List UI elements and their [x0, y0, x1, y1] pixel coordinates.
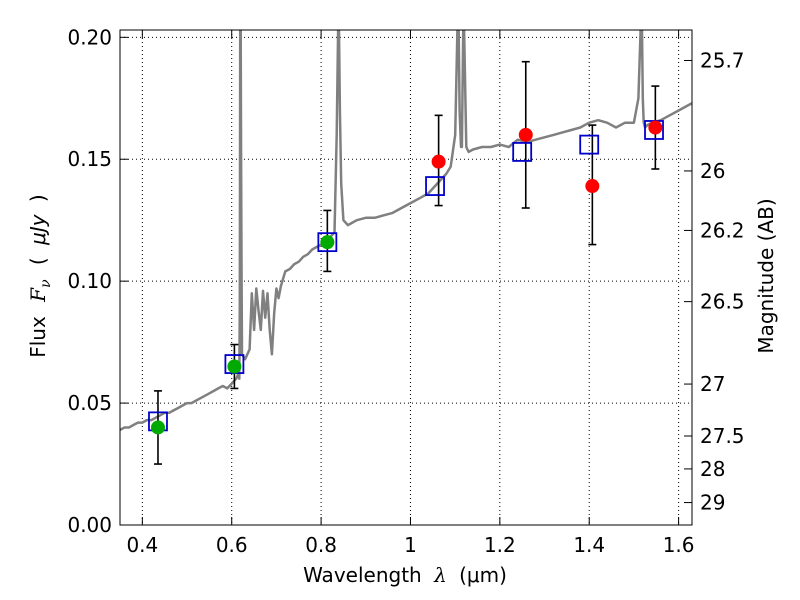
- y2-axis-label: Magnitude (AB): [754, 198, 778, 353]
- green-data-point: [150, 420, 165, 435]
- points-layer: [148, 60, 664, 465]
- x-tick-label: 1.6: [663, 533, 695, 557]
- x-tick-label: 1: [404, 533, 417, 557]
- x-tick-label: 0.6: [216, 533, 248, 557]
- y2-tick-label: 26.2: [700, 218, 745, 242]
- x-tick-label: 0.8: [305, 533, 337, 557]
- y2-tick-label: 26.5: [700, 290, 745, 314]
- y2-tick-label: 29: [700, 491, 725, 515]
- green-data-point: [320, 235, 335, 250]
- model-box-marker: [579, 134, 600, 155]
- x-tick-label: 1.4: [573, 533, 605, 557]
- y2-tick-label: 27.5: [700, 424, 745, 448]
- y2-tick-label: 26: [700, 159, 725, 183]
- model-box-marker: [317, 232, 338, 253]
- y-tick-label: 0.15: [67, 147, 112, 171]
- x-tick-label: 0.4: [126, 533, 158, 557]
- y2-tick-label: 25.7: [700, 48, 745, 72]
- y-tick-label: 0.00: [67, 513, 112, 537]
- spectrum-layer: [120, 30, 692, 432]
- y2-tick-label: 28: [700, 457, 725, 481]
- model-box-marker: [512, 142, 533, 162]
- red-data-point: [585, 179, 600, 194]
- model-box-marker: [425, 176, 445, 196]
- plot-frame: [119, 29, 693, 526]
- y-tick-label: 0.20: [67, 25, 112, 49]
- green-data-point: [227, 359, 242, 374]
- grid-lines: [120, 30, 692, 526]
- red-data-point: [518, 127, 533, 142]
- red-data-point: [431, 154, 446, 169]
- y-tick-label: 0.05: [67, 391, 112, 415]
- red-data-point: [648, 120, 663, 135]
- y-axis-label: Flux Fν ( μJy ): [26, 194, 55, 358]
- x-tick-label: 1.2: [484, 533, 516, 557]
- axis-ticks: 0.4 0.6 0.8 1 1.2 1.4 1.6 0.00 0.05 0.10 0.15 0.20 2…: [67, 25, 744, 557]
- y-tick-label: 0.10: [67, 269, 112, 293]
- x-axis-label: Wavelength λ (μm): [303, 563, 507, 587]
- y2-tick-label: 27: [700, 372, 725, 396]
- spectrum-line: [120, 30, 692, 432]
